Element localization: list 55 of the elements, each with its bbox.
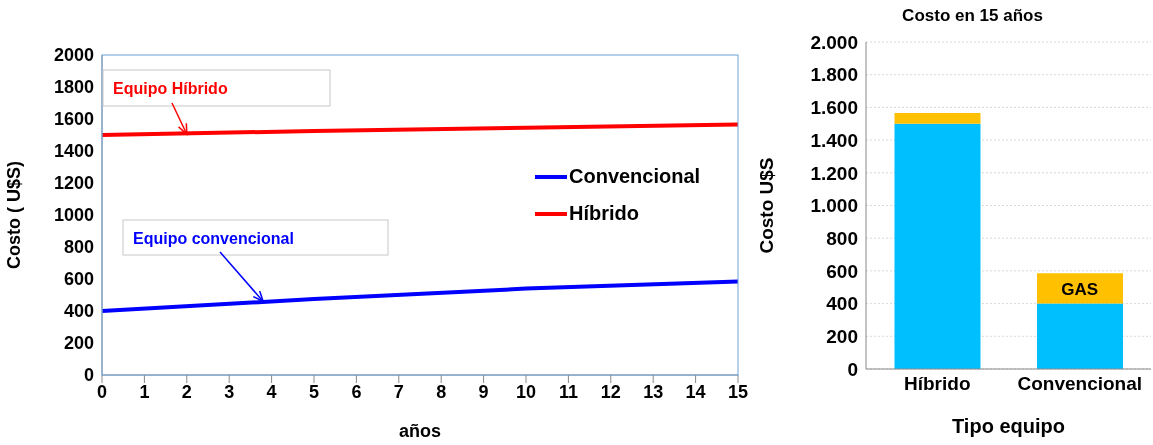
x-tick-label: 9 <box>478 381 489 402</box>
x-tick-label: 3 <box>224 381 235 402</box>
x-tick-label: 4 <box>266 381 277 402</box>
y-tick-label: 1400 <box>53 141 94 162</box>
y-tick-label: 800 <box>826 227 858 249</box>
y-tick-label: 2000 <box>53 45 94 66</box>
bar <box>894 123 981 369</box>
x-tick-label: 0 <box>96 381 108 402</box>
x-tick-label: 14 <box>685 381 706 402</box>
x-tick-label: 12 <box>600 381 621 402</box>
line-series <box>102 279 738 313</box>
x-tick-label: 1 <box>139 381 150 402</box>
bar <box>894 113 981 124</box>
y-tick-label: 200 <box>63 333 94 354</box>
y-tick-label: 400 <box>63 301 94 322</box>
x-tick-label: 11 <box>558 381 578 402</box>
x-tick-label: 5 <box>308 381 320 402</box>
legend-label: Híbrido <box>569 202 639 225</box>
y-tick-label: 1.400 <box>810 129 858 151</box>
x-tick-label: 13 <box>643 381 664 402</box>
x-tick-label: Híbrido <box>904 373 971 395</box>
y-tick-label: 200 <box>826 326 858 348</box>
y-tick-label: 1.200 <box>810 162 858 184</box>
y-tick-label: 1600 <box>53 109 94 130</box>
y-tick-label: 600 <box>63 269 94 290</box>
legend-label: Convencional <box>569 165 701 188</box>
bar <box>1037 303 1123 369</box>
x-tick-label: 15 <box>727 381 749 402</box>
y-tick-label: 800 <box>63 237 94 258</box>
x-tick-label: 7 <box>393 381 404 402</box>
annotation: Equipo Híbrido <box>113 80 228 97</box>
y-axis-title: Costo ( U$S) <box>4 160 25 269</box>
y-axis-title: Costo U$S <box>755 157 777 254</box>
y-tick-label: 1800 <box>53 77 94 98</box>
y-tick-label: 1.800 <box>810 64 858 86</box>
x-axis-title: Tipo equipo <box>952 415 1065 437</box>
y-tick-label: 1.600 <box>810 97 858 119</box>
annotation: Equipo convencional <box>133 229 294 247</box>
y-tick-label: 600 <box>826 260 858 282</box>
y-tick-label: 1000 <box>53 205 94 226</box>
y-tick-label: 400 <box>826 293 858 315</box>
x-tick-label: 6 <box>351 381 362 402</box>
y-tick-label: 1200 <box>53 173 94 194</box>
x-tick-label: 10 <box>515 381 537 402</box>
annotation: GAS <box>1061 279 1099 299</box>
y-tick-label: 1.000 <box>810 195 858 217</box>
x-tick-label: Convencional <box>1017 373 1143 395</box>
chart-title: Costo en 15 años <box>901 6 1044 26</box>
y-tick-label: 2.000 <box>810 31 858 53</box>
x-axis-title: años <box>398 421 442 441</box>
line-series <box>102 122 738 137</box>
y-tick-label: 0 <box>847 358 858 380</box>
bar <box>1037 273 1123 304</box>
x-tick-label: 8 <box>436 381 447 402</box>
x-tick-label: 2 <box>181 381 192 402</box>
